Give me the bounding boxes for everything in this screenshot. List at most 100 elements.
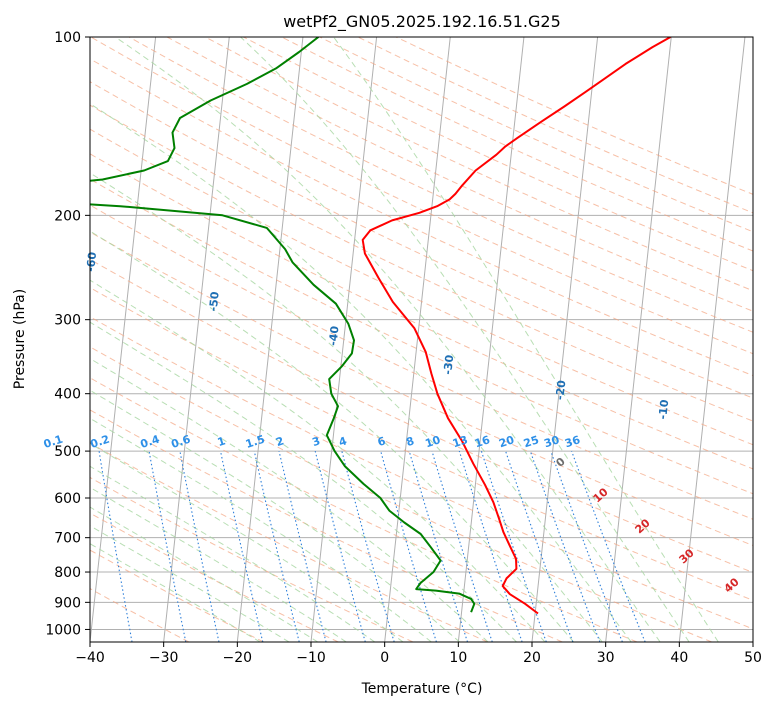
mixing-ratio-label: 6 bbox=[376, 434, 388, 449]
dewpoint-line bbox=[90, 37, 476, 613]
mixing-ratio-label: 4 bbox=[337, 434, 349, 449]
isotherm-line bbox=[0, 37, 8, 642]
isotherm-line bbox=[163, 37, 230, 642]
isotherm-line bbox=[384, 37, 451, 642]
temperature-line bbox=[361, 37, 671, 615]
dry-adiabat-label: -60 bbox=[84, 251, 99, 273]
x-tick-label: 20 bbox=[523, 650, 541, 666]
dry-adiabat-label: -40 bbox=[326, 325, 341, 347]
y-tick-label: 200 bbox=[54, 208, 81, 224]
mixing-ratio-label: 0.6 bbox=[170, 432, 193, 450]
mixing-ratio-line bbox=[179, 450, 220, 642]
y-axis-label: Pressure (hPa) bbox=[12, 289, 28, 389]
mixing-ratio-line bbox=[278, 450, 327, 642]
dry-adiabat bbox=[205, 37, 753, 292]
dry-adiabat bbox=[319, 37, 753, 233]
dry-adiabat bbox=[90, 58, 753, 377]
dry-adiabat bbox=[90, 204, 753, 520]
dry-adiabat-label: 40 bbox=[722, 575, 742, 595]
moist-adiabat bbox=[240, 37, 690, 642]
dry-adiabat bbox=[90, 258, 753, 574]
dry-adiabat bbox=[90, 512, 339, 642]
y-axis-ticks: 100 200 300 400 500 600 700 800 900 1000 bbox=[45, 30, 90, 638]
mixing-ratio-label: 36 bbox=[563, 433, 582, 450]
dry-adiabat bbox=[90, 587, 190, 642]
dry-adiabat bbox=[90, 549, 264, 642]
x-tick-label: 10 bbox=[449, 650, 467, 666]
mixing-ratio-line bbox=[480, 450, 547, 642]
x-tick-label: 30 bbox=[597, 650, 615, 666]
dry-adiabat bbox=[90, 476, 414, 642]
dry-adiabat bbox=[128, 37, 753, 333]
moist-adiabat bbox=[90, 525, 290, 642]
mixing-ratio-line bbox=[458, 450, 523, 642]
mixing-ratio-line bbox=[253, 450, 300, 642]
mixing-ratio-label: 8 bbox=[405, 434, 416, 449]
mixing-ratio-label: 30 bbox=[542, 433, 561, 450]
y-tick-label: 300 bbox=[54, 313, 81, 329]
mixing-ratio-label: 16 bbox=[473, 433, 492, 450]
mixing-ratio-line bbox=[314, 450, 366, 642]
moist-adiabat bbox=[90, 357, 489, 642]
dry-adiabat-label: -10 bbox=[656, 399, 671, 421]
dry-adiabat bbox=[90, 178, 753, 495]
mixing-ratio-line bbox=[431, 450, 493, 642]
mixing-ratio-line bbox=[550, 450, 623, 642]
dry-adiabat bbox=[90, 316, 753, 630]
chart-title: wetPf2_GN05.2025.192.16.51.G25 bbox=[283, 12, 561, 32]
dry-adiabat bbox=[90, 442, 488, 642]
y-tick-label: 100 bbox=[54, 30, 81, 46]
y-tick-label: 400 bbox=[54, 387, 81, 403]
mixing-ratio-label: 0.4 bbox=[139, 432, 162, 450]
mixing-ratio-line bbox=[341, 450, 395, 642]
x-tick-label: −10 bbox=[296, 650, 326, 666]
x-tick-label: −30 bbox=[149, 650, 179, 666]
moist-adiabat bbox=[333, 37, 719, 642]
mixing-ratio-line bbox=[98, 451, 133, 642]
isotherm-line bbox=[236, 37, 304, 642]
moist-adiabat bbox=[90, 103, 632, 642]
dry-adiabat bbox=[90, 409, 563, 642]
isotherm-line bbox=[752, 637, 753, 642]
y-tick-label: 900 bbox=[54, 595, 81, 611]
x-tick-label: 40 bbox=[670, 650, 688, 666]
dry-adiabat bbox=[90, 346, 712, 642]
mixing-ratio-label: 25 bbox=[522, 433, 541, 450]
moist-adiabat bbox=[90, 321, 517, 642]
mixing-ratio-label: 0.2 bbox=[89, 433, 112, 451]
mixing-ratio-line bbox=[380, 450, 437, 642]
dry-adiabat bbox=[90, 81, 753, 399]
dry-adiabat-label: 10 bbox=[591, 485, 611, 505]
y-tick-label: 500 bbox=[54, 444, 81, 460]
x-axis-label: Temperature (°C) bbox=[361, 681, 483, 697]
plot-area bbox=[0, 37, 753, 642]
dry-adiabat bbox=[90, 377, 638, 642]
mixing-ratio-line bbox=[408, 450, 469, 642]
moist-adiabat bbox=[90, 389, 461, 642]
x-axis-ticks: −40 −30 −20 −10 0 10 20 30 40 50 bbox=[75, 642, 762, 666]
mixing-ratio-line bbox=[148, 451, 187, 642]
moist-adiabat bbox=[90, 172, 603, 642]
mixing-ratio-line bbox=[219, 450, 264, 642]
moist-adiabat bbox=[90, 442, 404, 642]
dry-adiabat-label: -20 bbox=[553, 379, 568, 401]
dry-adiabat bbox=[90, 104, 753, 422]
mixing-ratio-line bbox=[505, 450, 574, 642]
y-tick-label: 700 bbox=[54, 531, 81, 547]
dry-adiabat-label: -30 bbox=[441, 354, 456, 376]
moist-adiabat bbox=[90, 506, 319, 642]
mixing-ratio-line bbox=[571, 450, 646, 642]
x-tick-label: −20 bbox=[223, 650, 253, 666]
profile-lines bbox=[90, 37, 671, 615]
dry-adiabat-label: -50 bbox=[207, 291, 222, 313]
mixing-ratio-line bbox=[529, 450, 601, 642]
moist-adiabat bbox=[90, 465, 376, 642]
dry-adiabat bbox=[90, 153, 753, 470]
mixing-ratio-lines bbox=[98, 450, 646, 642]
mixing-ratio-label: 20 bbox=[497, 433, 516, 450]
dry-adiabats bbox=[90, 37, 753, 642]
mixing-ratio-label: 10 bbox=[424, 433, 443, 450]
isotherm-line bbox=[605, 37, 672, 642]
mixing-ratio-label: 1.5 bbox=[244, 433, 267, 451]
